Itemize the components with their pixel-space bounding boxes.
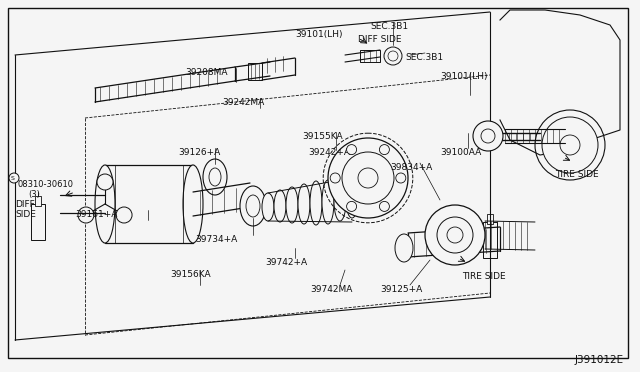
Ellipse shape (334, 181, 346, 221)
Bar (487, 214, 493, 224)
Text: 39101(LH): 39101(LH) (440, 72, 488, 81)
Text: TIRE SIDE: TIRE SIDE (462, 272, 506, 281)
Bar (31, 204, 45, 240)
Circle shape (347, 201, 356, 211)
Circle shape (380, 201, 389, 211)
Circle shape (9, 173, 19, 183)
Ellipse shape (322, 180, 334, 224)
Text: SEC.3B1: SEC.3B1 (370, 22, 408, 31)
Text: 39125+A: 39125+A (380, 285, 422, 294)
Ellipse shape (298, 184, 310, 224)
Text: (3): (3) (28, 190, 40, 199)
Text: 08310-30610: 08310-30610 (18, 180, 74, 189)
Text: 39834+A: 39834+A (390, 163, 432, 172)
Ellipse shape (97, 174, 113, 190)
Text: 39161+A: 39161+A (75, 210, 117, 219)
Ellipse shape (116, 207, 132, 223)
Bar (248, 63, 262, 80)
Ellipse shape (384, 47, 402, 65)
Circle shape (342, 152, 394, 204)
Text: 39101(LH): 39101(LH) (295, 30, 342, 39)
Circle shape (347, 145, 356, 155)
Ellipse shape (388, 51, 398, 61)
Text: SIDE: SIDE (15, 210, 36, 219)
Text: 39100AA: 39100AA (440, 148, 481, 157)
Text: S: S (11, 176, 15, 180)
Text: 39126+A: 39126+A (178, 148, 220, 157)
Text: TIRE SIDE: TIRE SIDE (555, 170, 598, 179)
Ellipse shape (78, 207, 94, 223)
Text: 39155KA: 39155KA (302, 132, 342, 141)
Text: SEC.3B1: SEC.3B1 (405, 53, 443, 62)
Ellipse shape (246, 195, 260, 217)
Circle shape (560, 135, 580, 155)
Ellipse shape (274, 190, 286, 222)
Ellipse shape (286, 187, 298, 223)
Text: 39742+A: 39742+A (265, 258, 307, 267)
Circle shape (330, 173, 340, 183)
Bar (105, 165, 193, 243)
Text: 39742MA: 39742MA (310, 285, 353, 294)
Circle shape (473, 121, 503, 151)
Ellipse shape (183, 165, 203, 243)
Circle shape (481, 129, 495, 143)
Circle shape (542, 117, 598, 173)
Circle shape (437, 217, 473, 253)
Ellipse shape (395, 234, 413, 262)
Bar (483, 222, 497, 258)
Circle shape (358, 168, 378, 188)
Circle shape (447, 227, 463, 243)
Text: 39208MA: 39208MA (185, 68, 227, 77)
Text: 39156KA: 39156KA (170, 270, 211, 279)
Text: 39242MA: 39242MA (222, 98, 264, 107)
Circle shape (380, 145, 389, 155)
Text: 39242+A: 39242+A (308, 148, 350, 157)
Circle shape (328, 138, 408, 218)
Text: DIFF SIDE: DIFF SIDE (358, 35, 401, 44)
Bar (35, 196, 41, 206)
Text: DIFF: DIFF (15, 200, 35, 209)
Ellipse shape (346, 182, 358, 218)
Bar (360, 50, 380, 62)
Circle shape (396, 173, 406, 183)
Ellipse shape (209, 168, 221, 186)
Circle shape (425, 205, 485, 265)
Ellipse shape (95, 165, 115, 243)
Text: 39734+A: 39734+A (195, 235, 237, 244)
Ellipse shape (240, 186, 266, 226)
Text: J391012E: J391012E (575, 355, 624, 365)
Ellipse shape (203, 159, 227, 195)
Ellipse shape (262, 193, 274, 221)
Ellipse shape (310, 181, 322, 225)
